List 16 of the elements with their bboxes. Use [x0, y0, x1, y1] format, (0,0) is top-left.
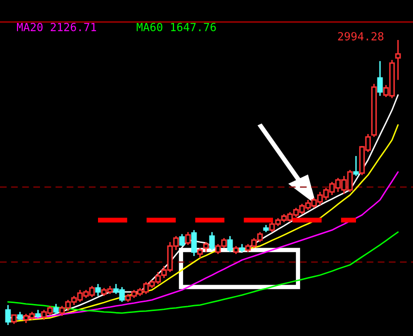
candlestick [227, 235, 233, 253]
candlestick [179, 233, 185, 247]
candlestick [185, 231, 191, 246]
candlestick [5, 304, 11, 326]
text: MA60 1647.76 [136, 22, 216, 32]
candlestick [395, 39, 401, 81]
candlestick [197, 247, 203, 259]
candlestick [53, 303, 59, 315]
candlestick [191, 229, 197, 257]
candlestick [95, 283, 101, 297]
candlestick [209, 231, 215, 251]
candlestick [203, 241, 209, 253]
candlestick [377, 60, 383, 97]
annotation: 2994.28 [338, 32, 384, 40]
candlestick [353, 155, 359, 177]
text: MA20 2126.71 [16, 22, 96, 32]
